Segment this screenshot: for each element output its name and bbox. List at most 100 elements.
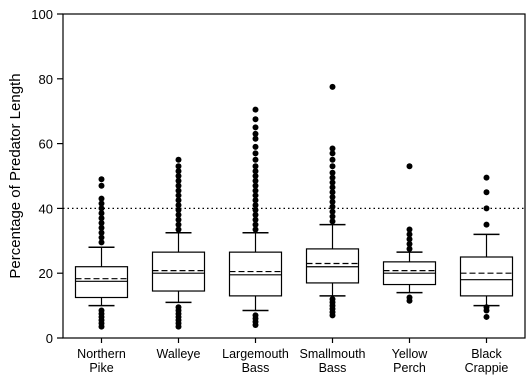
x-category-label: Northern [77,347,126,361]
outlier-point [483,313,490,320]
outlier-point [98,219,105,226]
outlier-point [175,197,182,204]
outlier-point [98,307,105,314]
outlier-point [175,221,182,228]
outlier-point [406,241,413,248]
outlier-point [406,163,413,170]
outlier-point [329,189,336,196]
outlier-point [252,130,259,137]
outlier-point [175,187,182,194]
outlier-point [252,221,259,228]
outlier-point [252,211,259,218]
plot-frame [62,13,526,339]
x-category-label: Crappie [465,361,509,375]
outlier-point [252,106,259,113]
outlier-point [175,156,182,163]
x-category-label: Perch [393,361,426,375]
outlier-point [483,221,490,228]
y-tick-label: 80 [39,72,53,87]
outlier-point [98,195,105,202]
outlier-point [98,176,105,183]
outlier-point [329,296,336,303]
outlier-point [483,205,490,212]
outlier-point [98,234,105,241]
outlier-point [175,304,182,311]
outlier-point [175,177,182,184]
outlier-point [175,207,182,214]
outlier-point [329,208,336,215]
outlier-point [252,182,259,189]
outlier-point [252,207,259,214]
outlier-point [98,210,105,217]
y-tick-label: 20 [39,266,53,281]
outlier-point [175,163,182,170]
outlier-point [329,213,336,220]
y-tick-label: 40 [39,201,53,216]
box-2 [228,106,283,329]
outlier-point [252,168,259,175]
iqr-box [228,251,283,297]
box-1 [151,156,206,330]
outlier-point [406,294,413,301]
outlier-point [252,143,259,150]
outlier-point [98,239,105,246]
outlier-point [252,116,259,123]
outlier-point [329,179,336,186]
outlier-point [175,202,182,209]
outlier-point [98,200,105,207]
y-tick-label: 100 [31,7,53,22]
outlier-point [175,192,182,199]
y-tick-label: 0 [46,331,53,346]
x-category-label: Largemouth [222,347,289,361]
outlier-point [98,224,105,231]
outlier-point [406,245,413,252]
outlier-point [98,205,105,212]
outlier-point [252,192,259,199]
outlier-point [252,226,259,233]
y-tick-label: 60 [39,137,53,152]
x-category-label: Bass [319,361,347,375]
outlier-point [175,173,182,179]
outlier-point [329,203,336,210]
outlier-point [252,163,259,170]
box-series [74,83,514,330]
outlier-point [98,182,105,189]
outlier-point [329,150,336,157]
outlier-point [98,215,105,222]
outlier-point [252,197,259,204]
outlier-point [483,304,490,311]
outlier-point [252,177,259,184]
box-0 [74,176,129,330]
x-category-label: Smallmouth [300,347,366,361]
outlier-point [175,226,182,233]
plot-area: 0 20 40 60 80 100 [31,7,526,346]
outlier-point [98,229,105,236]
outlier-point [329,198,336,205]
outlier-point [252,187,259,194]
outlier-point [252,150,259,157]
outlier-point [329,184,336,191]
outlier-point [329,156,336,163]
outlier-point [329,169,336,176]
outlier-point [252,135,259,142]
outlier-point [175,168,182,175]
iqr-box [459,256,514,297]
outlier-point [329,145,336,152]
outlier-point [252,156,259,163]
outlier-point [252,216,259,223]
outlier-point [483,174,490,181]
outlier-point [483,189,490,196]
box-3 [305,83,360,319]
outlier-point [175,211,182,218]
outlier-point [329,174,336,181]
box-4 [382,163,437,304]
outlier-point [406,226,413,233]
outlier-point [329,194,336,201]
outlier-point [329,163,336,170]
x-category-label: Walleye [157,347,201,361]
outlier-point [175,182,182,189]
outlier-point [406,231,413,238]
outlier-point [252,124,259,131]
